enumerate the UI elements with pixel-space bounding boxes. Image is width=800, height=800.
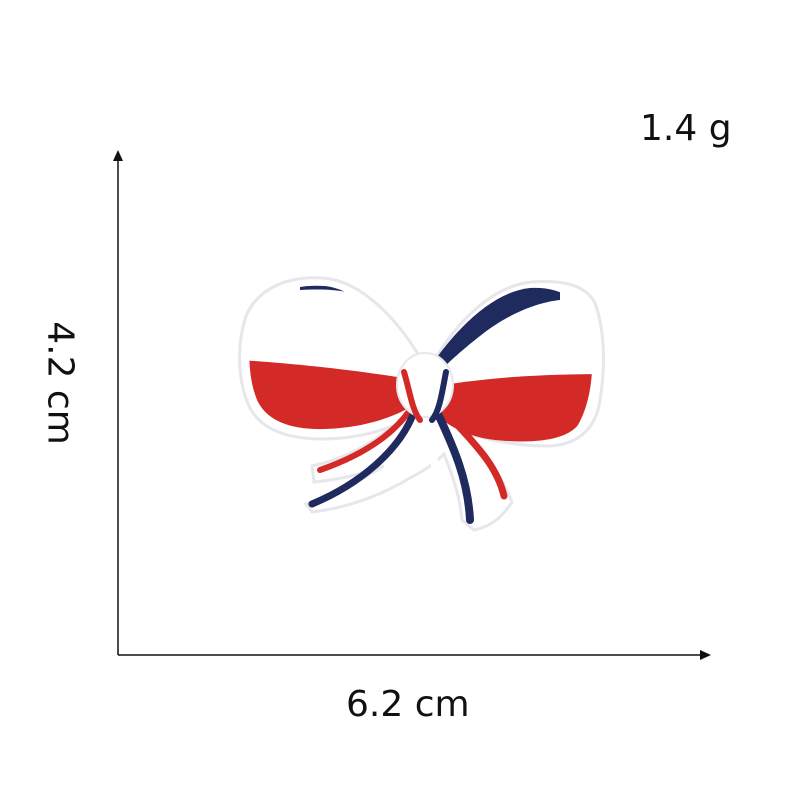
horizontal-axis-arrow-icon [700, 650, 711, 660]
height-label: 4.2 cm [39, 321, 81, 445]
width-label: 6.2 cm [346, 684, 470, 725]
weight-label: 1.4 g [640, 108, 732, 149]
ribbon-tails [308, 406, 508, 524]
vertical-axis-arrow-icon [113, 150, 123, 161]
center-knot [396, 352, 454, 423]
